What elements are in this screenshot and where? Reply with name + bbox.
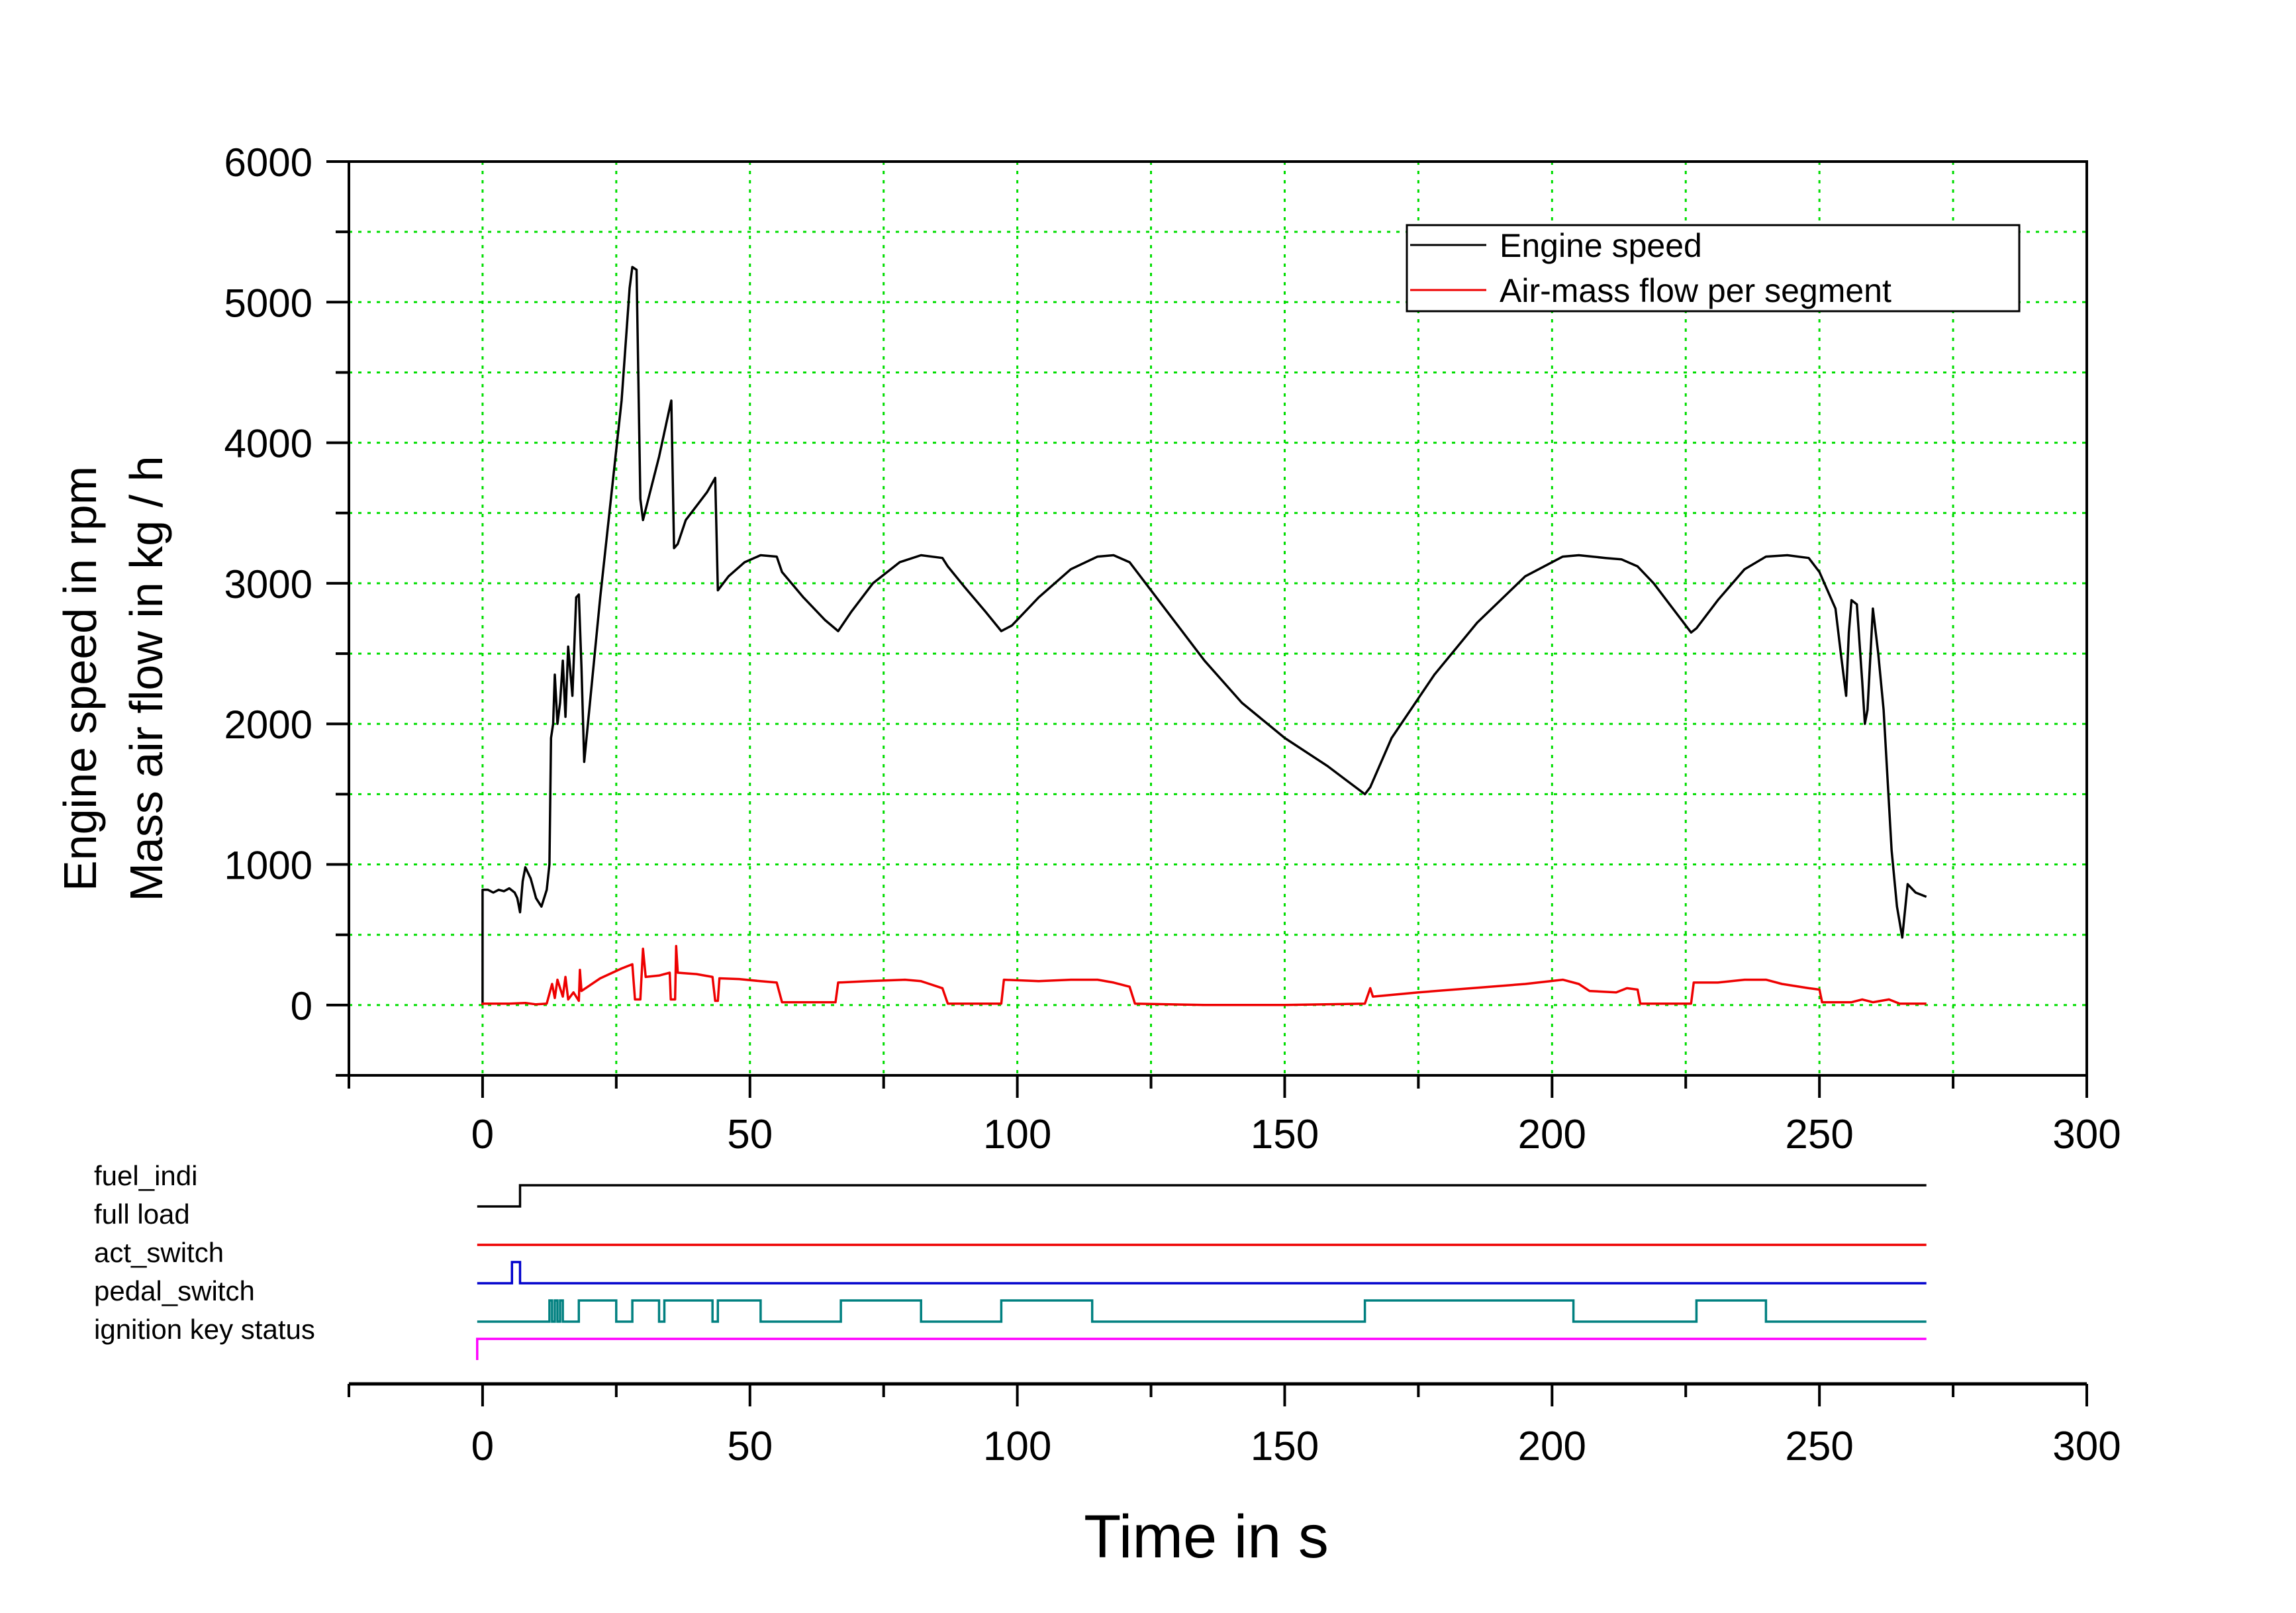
top-chart-axes: 0 50 100 150 200 250 3000100020003000400050006… (224, 140, 2121, 1157)
legend-label-air-mass-flow: Air-mass flow per segment (1500, 272, 1891, 309)
y-tick-label: 0 (291, 984, 312, 1028)
x-tick-label: 50 (727, 1112, 773, 1157)
x-tick-label: 100 (983, 1112, 1051, 1157)
series-lines (481, 266, 1927, 1006)
x-tick-label: 300 (2052, 1112, 2121, 1157)
signal-label: act_switch (94, 1237, 224, 1268)
x-tick-label: 150 (1251, 1112, 1319, 1157)
signal-label: ignition key status (94, 1314, 315, 1345)
x-tick-label: 250 (1785, 1112, 1853, 1157)
x-tick-label: 200 (1518, 1112, 1586, 1157)
y-tick-label: 5000 (224, 281, 312, 325)
x-tick-label: 0 (471, 1112, 494, 1157)
signal-trace (477, 1184, 1927, 1208)
y-tick-label: 3000 (224, 562, 312, 607)
signal-label: fuel_indi (94, 1160, 197, 1191)
legend-label-engine-speed: Engine speed (1500, 227, 1702, 264)
bottom-tick-label: 300 (2052, 1424, 2121, 1469)
bottom-tick-label: 50 (727, 1424, 773, 1469)
signal-trace (477, 1299, 1927, 1323)
legend: Engine speed Air-mass flow per segment (1406, 224, 2021, 313)
bottom-tick-label: 200 (1518, 1424, 1586, 1469)
signal-trace (476, 1338, 1927, 1360)
y-axis-title: Engine speed in rpm Mass air flow in kg … (54, 456, 172, 902)
bottom-tick-label: 150 (1251, 1424, 1319, 1469)
y-tick-label: 1000 (224, 844, 312, 888)
bottom-tick-label: 100 (983, 1424, 1051, 1469)
bottom-tick-label: 250 (1785, 1424, 1853, 1469)
y-axis-label-line-2: Mass air flow in kg / h (120, 456, 172, 902)
y-tick-label: 2000 (224, 703, 312, 747)
plot-frame (348, 160, 2088, 1077)
bottom-tick-label: 0 (471, 1424, 494, 1469)
signal-trace (477, 1261, 1927, 1285)
series-engine-speed (481, 266, 1927, 1005)
x-axis-title: Time in s (1084, 1503, 1329, 1571)
series-air-mass-flow (481, 944, 1927, 1006)
y-tick-label: 4000 (224, 422, 312, 466)
y-tick-label: 6000 (224, 140, 312, 185)
signal-label: pedal_switch (94, 1275, 255, 1306)
y-axis-label-line-1: Engine speed in rpm (54, 466, 106, 891)
bottom-time-axis: 0 50 100 150 200 250 300 (348, 1382, 2121, 1469)
legend-box (1406, 224, 2021, 313)
signal-label: full load (94, 1198, 190, 1230)
